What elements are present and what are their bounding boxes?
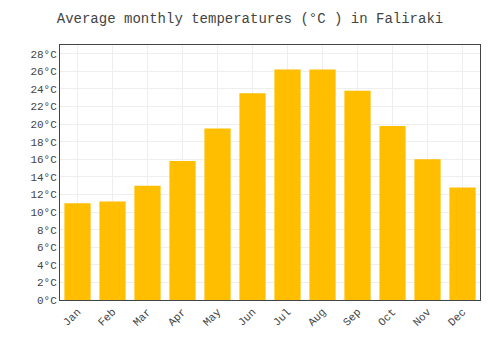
svg-text:22°C: 22°C bbox=[30, 101, 57, 113]
svg-text:May: May bbox=[201, 306, 224, 329]
svg-text:Average monthly temperatures (: Average monthly temperatures (°C ) in Fa… bbox=[57, 11, 443, 27]
svg-text:2°C: 2°C bbox=[37, 277, 57, 289]
svg-text:Sep: Sep bbox=[341, 306, 363, 328]
svg-text:18°C: 18°C bbox=[30, 137, 57, 149]
svg-text:26°C: 26°C bbox=[30, 66, 57, 78]
svg-text:Feb: Feb bbox=[96, 306, 118, 328]
svg-text:4°C: 4°C bbox=[37, 260, 57, 272]
svg-text:10°C: 10°C bbox=[30, 207, 57, 219]
svg-text:Dec: Dec bbox=[446, 306, 468, 328]
svg-text:Apr: Apr bbox=[166, 306, 188, 328]
svg-text:20°C: 20°C bbox=[30, 119, 57, 131]
svg-text:24°C: 24°C bbox=[30, 84, 57, 96]
svg-text:Jul: Jul bbox=[271, 306, 293, 328]
svg-text:Oct: Oct bbox=[376, 306, 398, 328]
svg-text:28°C: 28°C bbox=[30, 49, 57, 61]
svg-text:0°C: 0°C bbox=[37, 295, 57, 307]
svg-text:6°C: 6°C bbox=[37, 242, 57, 254]
svg-text:14°C: 14°C bbox=[30, 172, 57, 184]
svg-text:16°C: 16°C bbox=[30, 154, 57, 166]
svg-text:Jan: Jan bbox=[61, 306, 83, 328]
svg-text:8°C: 8°C bbox=[37, 225, 57, 237]
svg-text:Jun: Jun bbox=[236, 306, 258, 328]
svg-text:12°C: 12°C bbox=[30, 189, 57, 201]
svg-text:Aug: Aug bbox=[306, 306, 328, 328]
svg-text:Nov: Nov bbox=[411, 306, 434, 329]
svg-text:Mar: Mar bbox=[131, 306, 153, 328]
